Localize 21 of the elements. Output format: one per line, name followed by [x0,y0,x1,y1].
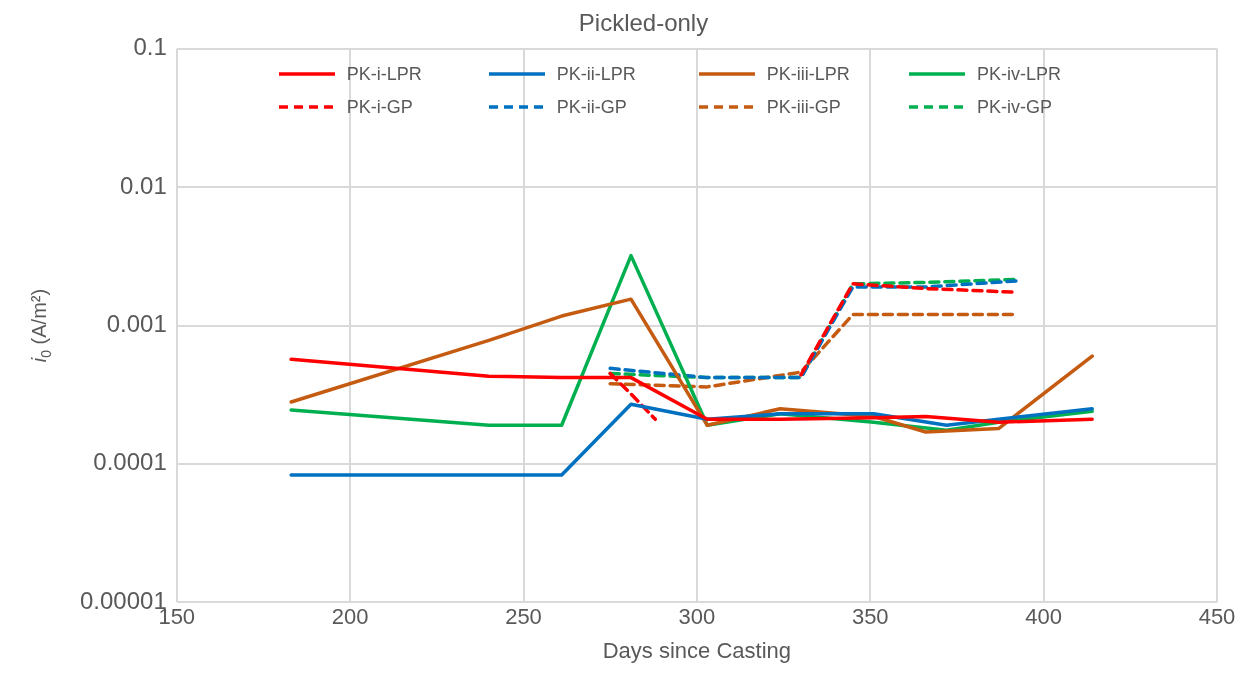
legend-label: PK-iii-LPR [766,63,850,85]
x-tick-label: 300 [678,604,716,630]
chart-title: Pickled-only [578,9,709,37]
y-tick-label: 0.1 [133,33,167,61]
legend-label: PK-ii-LPR [556,63,636,85]
legend-label: PK-i-GP [346,96,413,118]
y-tick-label: 0.01 [120,171,167,199]
x-tick-label: 200 [331,604,369,630]
legend-label: PK-iv-GP [976,96,1052,118]
x-axis-title: Days since Casting [602,637,792,663]
y-tick-label: 0.0001 [93,448,167,476]
y-tick-label: 0.001 [106,310,167,338]
x-tick-label: 400 [1025,604,1062,630]
x-tick-label: 450 [1198,604,1236,630]
legend-label: PK-i-LPR [346,63,422,85]
x-tick-label: 250 [505,604,542,630]
legend-label: PK-iii-GP [766,96,841,118]
legend-label: PK-iv-LPR [976,63,1061,85]
y-axis-title: i0 (A/m²) [27,288,54,363]
x-tick-label: 350 [851,604,889,630]
legend-label: PK-ii-GP [556,96,627,118]
